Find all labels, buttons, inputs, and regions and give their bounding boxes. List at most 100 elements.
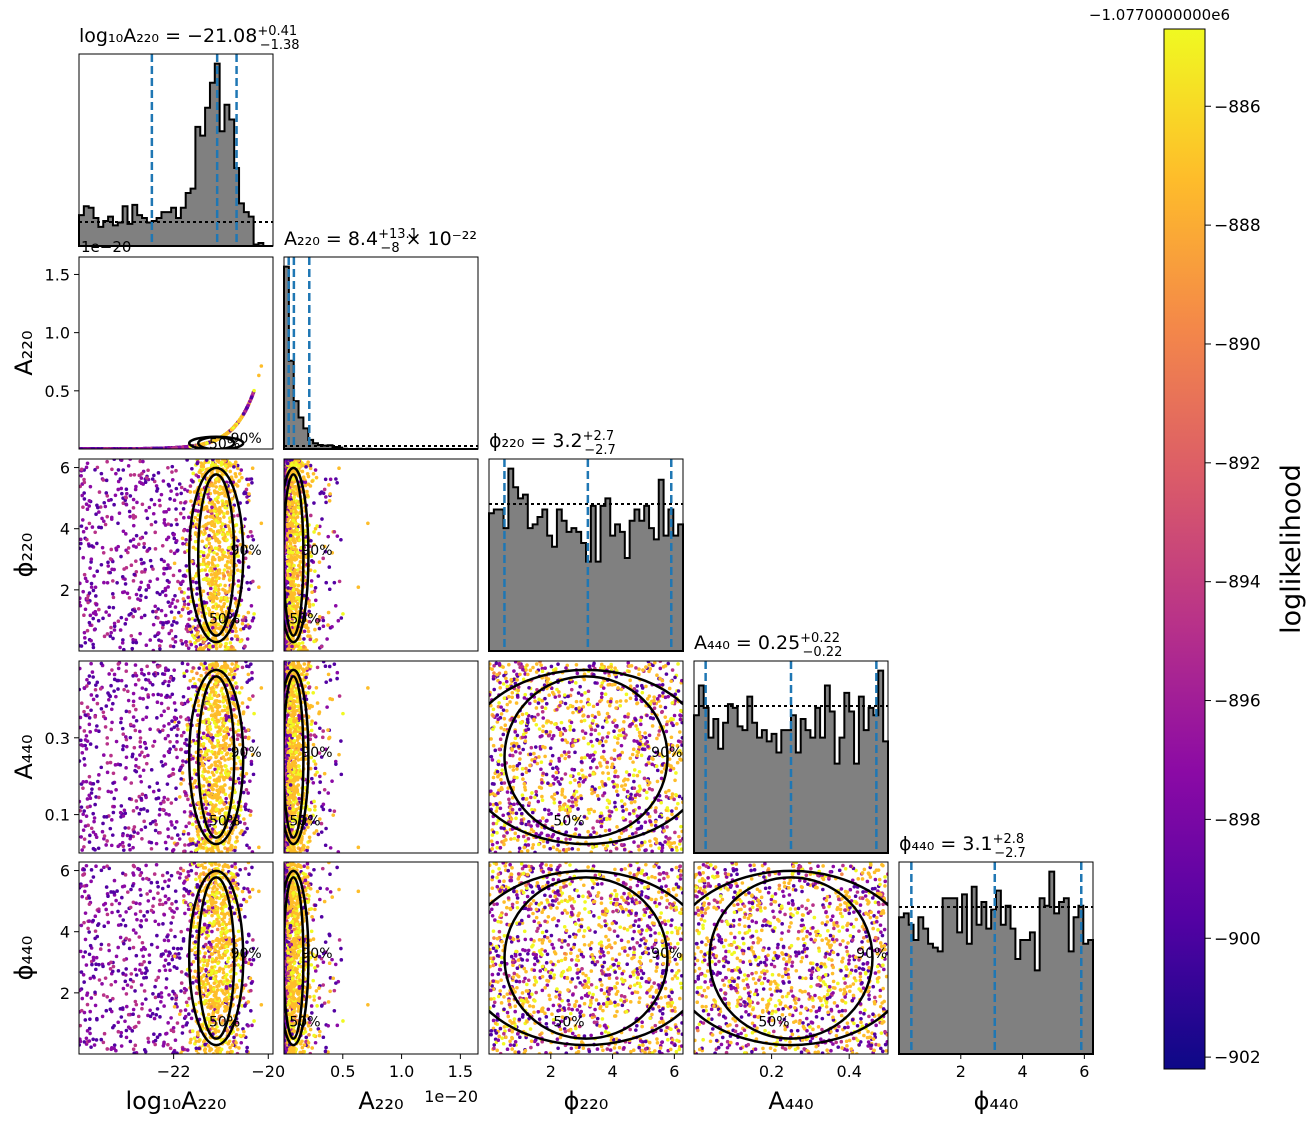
sample-point — [210, 500, 215, 504]
sample-point — [233, 790, 237, 795]
sample-point — [174, 747, 178, 752]
sample-point — [169, 610, 174, 614]
sample-point — [80, 743, 85, 748]
sample-point — [182, 829, 186, 834]
sample-point — [291, 512, 296, 517]
sample-point — [161, 479, 166, 483]
sample-point — [109, 547, 114, 552]
sample-point — [201, 735, 206, 740]
sample-point — [333, 604, 338, 608]
sample-point — [225, 645, 230, 650]
sample-point — [153, 530, 158, 535]
sample-point — [289, 546, 294, 551]
sample-point — [191, 471, 196, 476]
histogram-A220 — [283, 265, 478, 450]
sample-point — [89, 557, 94, 562]
sample-point — [124, 502, 129, 507]
sample-point — [169, 523, 174, 527]
sample-point — [79, 725, 82, 730]
sample-point — [296, 505, 301, 510]
sample-point — [183, 501, 187, 505]
sample-point — [161, 681, 165, 686]
sample-point — [163, 523, 168, 527]
sample-point — [297, 596, 301, 600]
sample-point — [217, 811, 222, 815]
sample-point — [204, 644, 209, 648]
sample-point — [133, 682, 138, 687]
sample-point — [85, 797, 90, 801]
sample-point — [98, 687, 103, 691]
sample-point — [195, 633, 199, 637]
sample-point — [124, 735, 128, 739]
sample-point — [94, 594, 98, 598]
sample-point — [109, 683, 113, 688]
sample-point — [232, 465, 236, 469]
sample-point — [239, 468, 244, 472]
sample-point — [231, 426, 236, 430]
sample-point — [244, 544, 249, 549]
sample-point — [291, 518, 296, 523]
sample-point — [183, 550, 187, 555]
sample-point — [326, 534, 331, 539]
sample-point — [249, 395, 254, 400]
sample-point — [151, 511, 156, 516]
sample-point — [294, 605, 298, 610]
sample-point — [119, 459, 124, 462]
sample-point — [298, 570, 303, 574]
sample-point — [237, 781, 242, 785]
sample-point — [335, 480, 339, 485]
sample-point — [245, 549, 249, 554]
sample-point — [82, 491, 86, 495]
sample-point — [302, 637, 306, 641]
sample-point — [337, 466, 341, 471]
sample-point — [230, 637, 234, 641]
sample-point — [211, 515, 215, 520]
sample-point — [291, 506, 295, 511]
sample-point — [103, 522, 108, 527]
sample-point — [163, 613, 168, 618]
sample-point — [139, 593, 143, 598]
sample-point — [184, 537, 188, 542]
sample-point — [82, 809, 86, 813]
panel-frame — [488, 458, 684, 652]
sample-point — [221, 755, 226, 759]
sample-point — [210, 505, 214, 510]
sample-point — [321, 491, 326, 496]
sample-point — [201, 731, 206, 736]
sample-point — [213, 626, 218, 630]
sample-point — [247, 678, 251, 682]
sample-point — [192, 490, 197, 494]
sample-point — [152, 479, 157, 484]
sample-point — [242, 817, 246, 821]
sample-point — [211, 529, 216, 534]
sample-point — [87, 498, 92, 503]
sample-point — [160, 672, 165, 676]
sample-point — [79, 581, 82, 586]
sample-point — [316, 574, 321, 578]
sample-point — [252, 388, 256, 393]
sample-point — [200, 539, 205, 544]
sample-point — [94, 512, 98, 517]
sample-point — [252, 612, 256, 616]
sample-point — [79, 799, 82, 804]
sample-point — [129, 633, 134, 638]
sample-point — [235, 835, 239, 840]
sample-point — [300, 469, 305, 474]
sample-point — [205, 573, 209, 577]
sample-point — [215, 490, 220, 495]
sample-point — [235, 568, 240, 573]
sample-point — [309, 579, 314, 583]
sample-point — [201, 559, 206, 564]
sample-point — [193, 682, 197, 686]
sample-point — [287, 562, 291, 567]
sample-point — [136, 678, 141, 682]
sample-point — [128, 735, 133, 740]
sample-point — [153, 520, 158, 524]
sample-point — [178, 586, 182, 591]
sample-point — [126, 546, 131, 550]
sample-point — [130, 608, 135, 612]
sample-point — [171, 644, 176, 649]
sample-point — [291, 477, 296, 481]
sample-point — [229, 569, 234, 573]
sample-point — [124, 669, 129, 673]
